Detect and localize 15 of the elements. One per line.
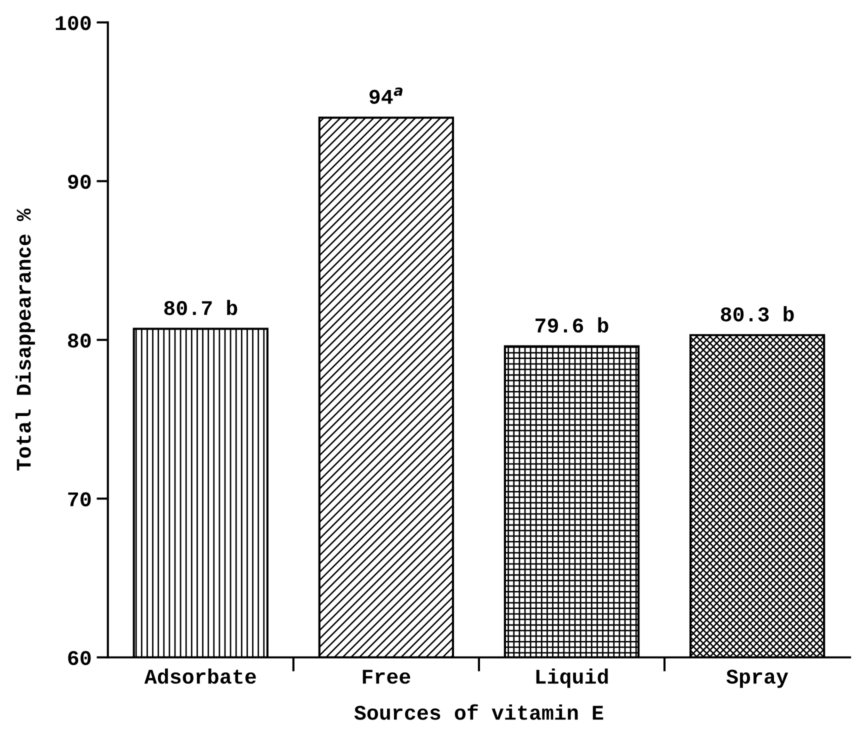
data-label: 79.6 b — [536, 317, 608, 333]
x-tick-label: Adsorbate — [144, 668, 256, 684]
x-axis-title: Sources of vitamin E — [354, 704, 604, 720]
data-label: 80.3 b — [720, 306, 794, 322]
y-tick-label: 80 — [68, 334, 91, 348]
y-tick-label: 100 — [56, 16, 91, 30]
data-label: 80.7 b — [164, 300, 238, 316]
data-label: 94$^{a}$ — [370, 88, 402, 104]
x-tick-label: Liquid — [536, 668, 608, 688]
y-tick-label: 90 — [68, 174, 91, 189]
y-tick-label: 60 — [68, 650, 91, 666]
x-tick-label: Spray — [726, 670, 788, 688]
y-axis-title: Total Disappearance % — [16, 208, 35, 471]
x-tick-label: Free — [362, 670, 410, 684]
y-tick-label: 70 — [68, 492, 91, 506]
